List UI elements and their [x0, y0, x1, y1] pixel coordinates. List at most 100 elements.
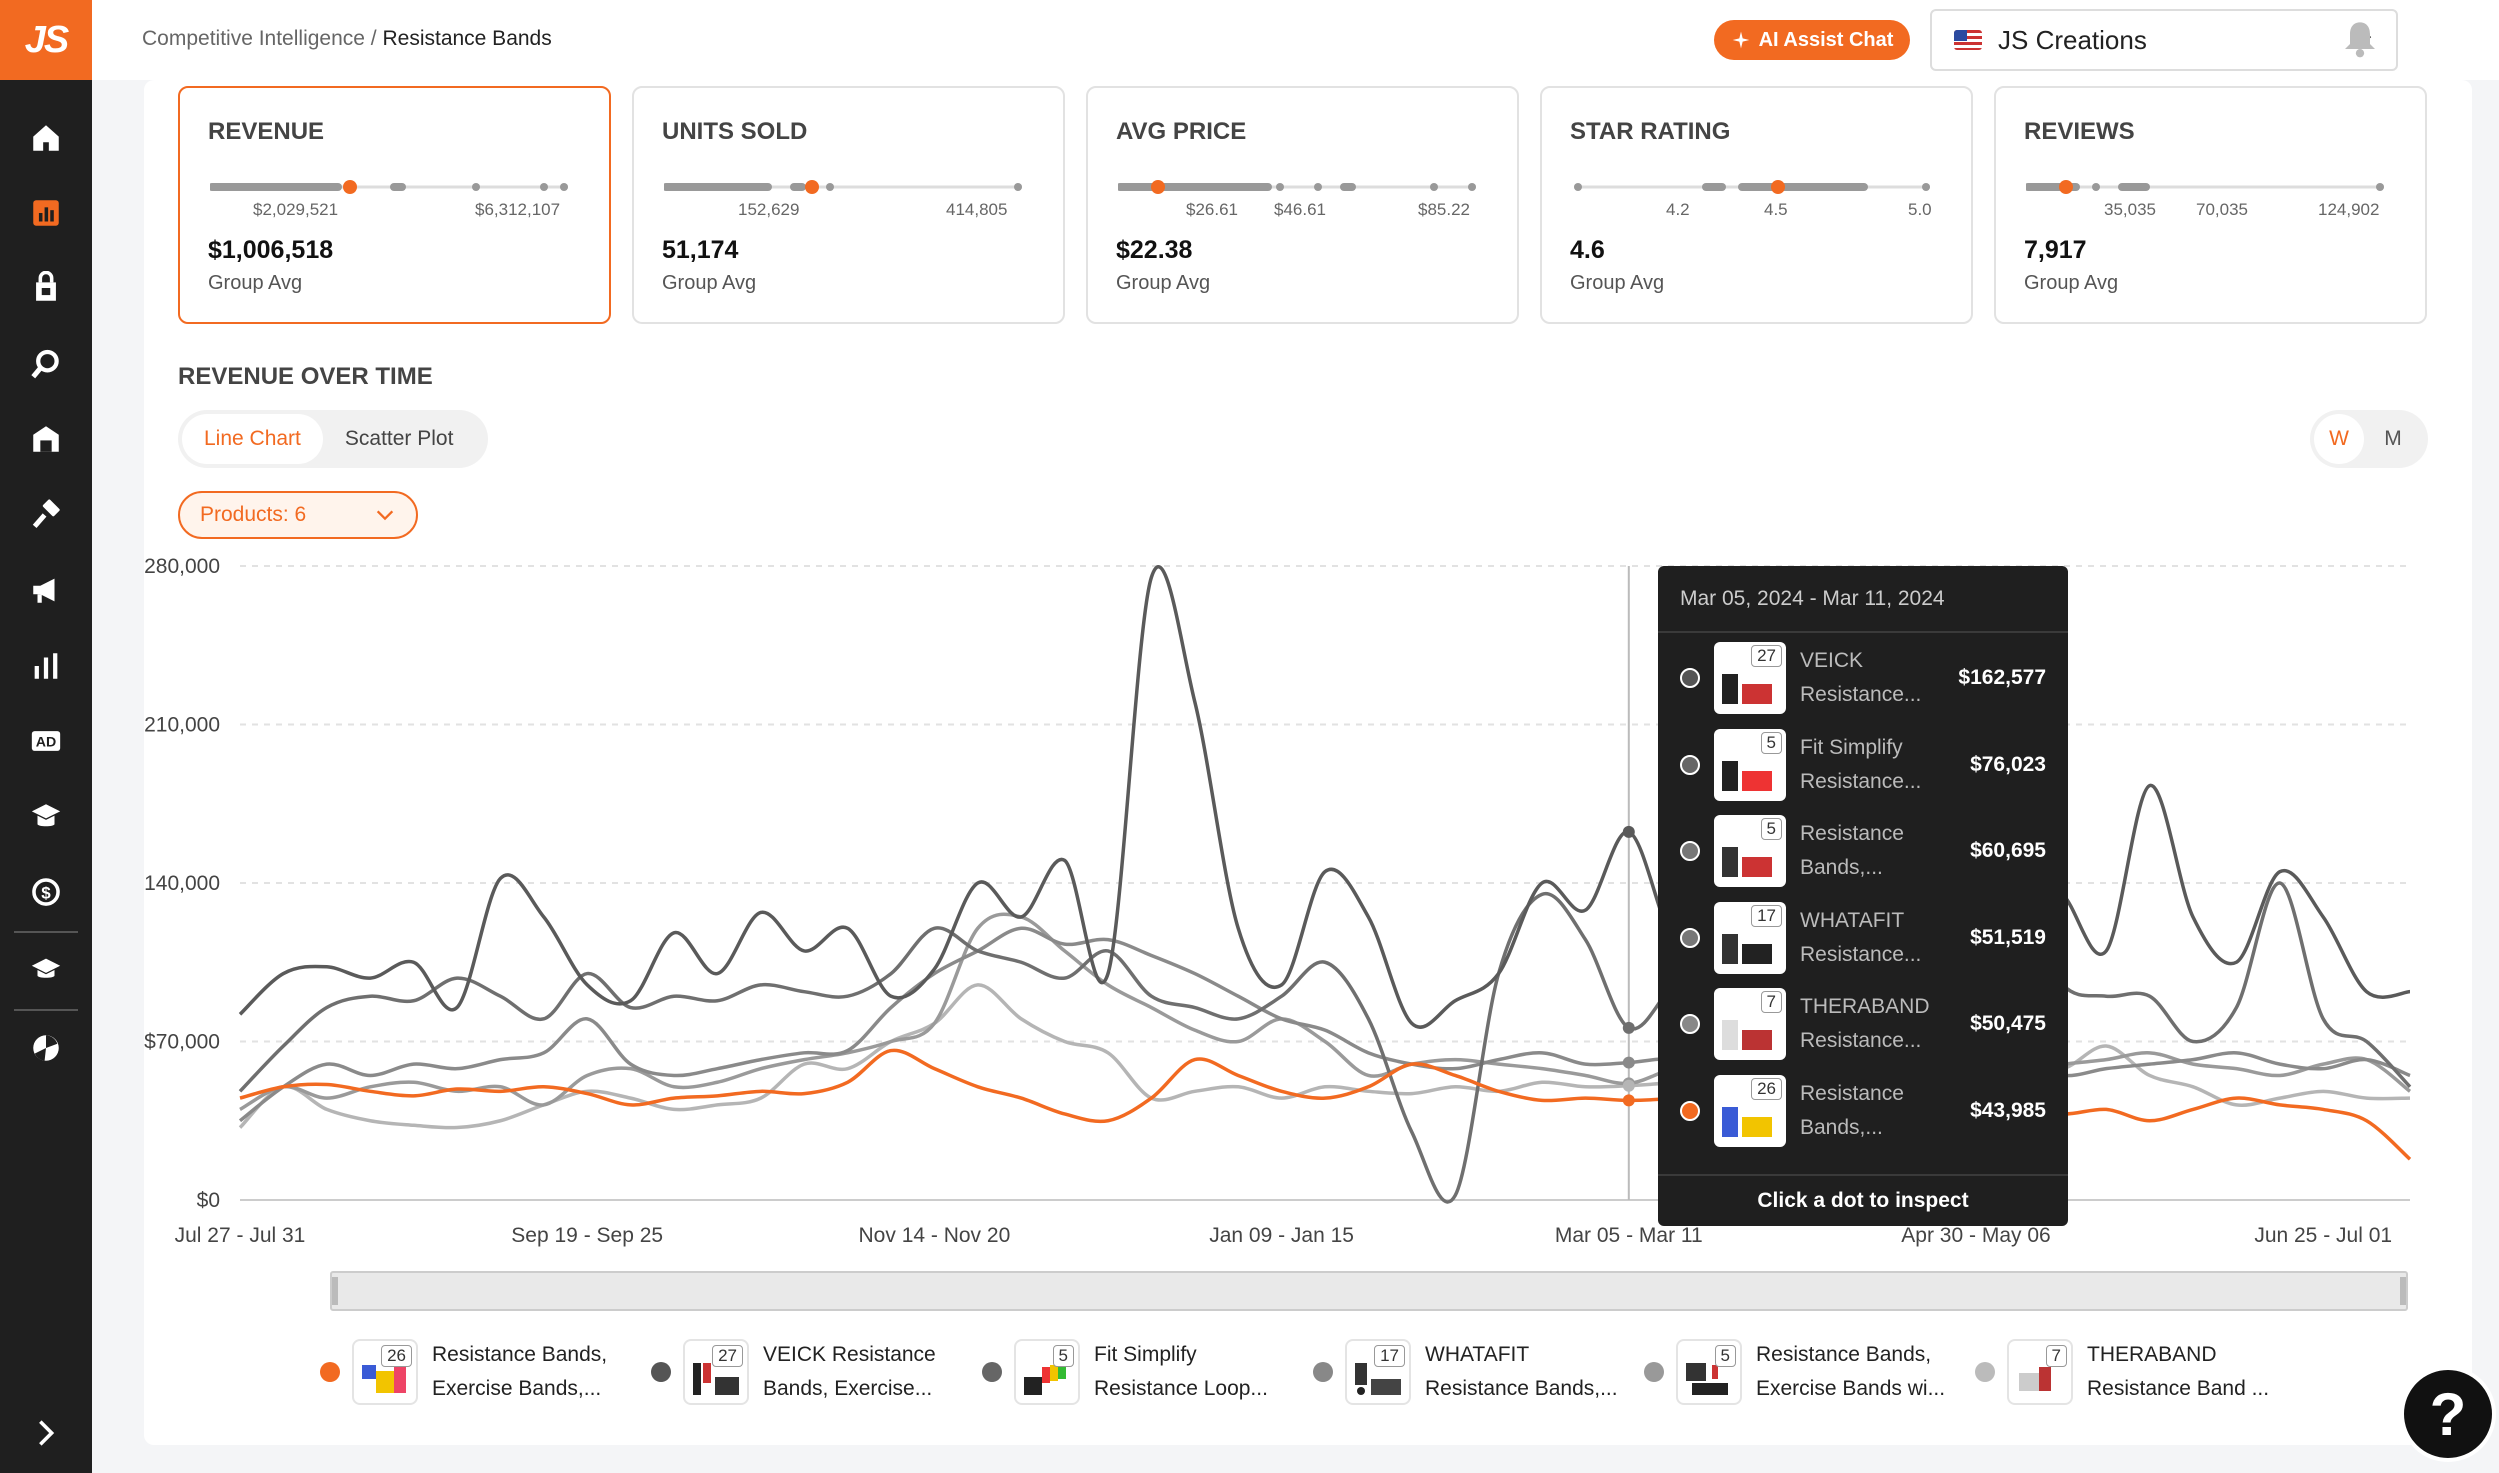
metric-subtitle: Group Avg — [208, 272, 303, 294]
money-cycle-icon[interactable]: $ — [26, 872, 66, 912]
metric-value: 7,917 — [2024, 236, 2087, 264]
sidebar: JS AD $ — [0, 0, 92, 1473]
metric-value: 51,174 — [662, 236, 739, 264]
revenue-line-chart[interactable]: $0$70,000$140,000$210,000$280,000Revenue… — [144, 540, 2472, 1330]
tooltip-name-line: Resistance — [1800, 822, 1904, 845]
metric-card-star-rating[interactable]: STAR RATING 4.2 4.5 5.0 4.6 Group Avg — [1540, 86, 1973, 324]
metric-tick-label: 70,035 — [2196, 200, 2248, 219]
js-logo[interactable]: JS — [0, 0, 92, 80]
product-thumbnail: 5 — [1714, 815, 1786, 887]
breadcrumb-parent[interactable]: Competitive Intelligence / — [142, 27, 377, 50]
legend-label: Resistance Bands, Exercise Bands,... — [432, 1338, 642, 1406]
help-button[interactable]: ? — [2400, 1366, 2496, 1462]
product-thumbnail: 17 — [1345, 1339, 1411, 1405]
legend-item[interactable]: 17 WHATAFIT Resistance Bands,... — [1313, 1332, 1635, 1412]
scrollbar-left-handle[interactable] — [332, 1277, 338, 1305]
tooltip-row[interactable]: 7 THERABAND Resistance... $50,475 — [1658, 981, 2068, 1067]
metric-subtitle: Group Avg — [2024, 272, 2119, 294]
search-icon[interactable] — [26, 344, 66, 384]
hover-point — [1622, 825, 1635, 838]
product-thumbnail: 7 — [1714, 988, 1786, 1060]
metric-tick-label: 4.5 — [1764, 200, 1788, 219]
period-toggle: W M — [2310, 410, 2428, 468]
bar-chart-icon[interactable] — [26, 646, 66, 686]
metric-tick-label: 4.2 — [1666, 200, 1690, 219]
metric-range-track — [1118, 180, 1476, 194]
ai-assist-label: AI Assist Chat — [1758, 28, 1894, 51]
tooltip-footer: Click a dot to inspect — [1658, 1174, 2068, 1226]
keyword-hammer-icon[interactable] — [26, 495, 66, 535]
legend-line: Resistance Bands, — [432, 1343, 608, 1366]
legend-line: Exercise Bands wi... — [1756, 1377, 1946, 1400]
tab-line-chart[interactable]: Line Chart — [182, 414, 323, 464]
tooltip-row[interactable]: 26 Resistance Bands,... $43,985 — [1658, 1068, 2068, 1154]
product-research-icon[interactable] — [26, 193, 66, 233]
tooltip-row-dot[interactable] — [1680, 1100, 1700, 1121]
tooltip-row[interactable]: 5 Fit Simplify Resistance... $76,023 — [1658, 722, 2068, 808]
graduation-icon[interactable] — [26, 950, 66, 990]
legend-label: WHATAFIT Resistance Bands,... — [1425, 1338, 1635, 1406]
tooltip-row-dot[interactable] — [1680, 927, 1700, 948]
variant-count-badge: 27 — [1751, 645, 1782, 667]
metric-tick-label: $26.61 — [1186, 200, 1238, 219]
legend-line: Resistance Bands,... — [1425, 1377, 1618, 1400]
metric-tick-label: 35,035 — [2104, 200, 2156, 219]
metric-value: $22.38 — [1116, 236, 1193, 264]
x-tick-label: Jun 25 - Jul 01 — [2254, 1224, 2392, 1247]
metric-card-units-sold[interactable]: UNITS SOLD 152,629 414,805 51,174 Group … — [632, 86, 1065, 324]
tooltip-name-line: VEICK — [1800, 649, 1864, 672]
store-icon[interactable] — [26, 268, 66, 308]
ai-assist-button[interactable]: AI Assist Chat — [1714, 20, 1910, 60]
legend-item[interactable]: 27 VEICK Resistance Bands, Exercise... — [651, 1332, 973, 1412]
products-filter-dropdown[interactable]: Products: 6 — [178, 491, 418, 539]
metric-card-avg-price[interactable]: AVG PRICE $26.61 $46.61 $85.22 $22.38 Gr… — [1086, 86, 1519, 324]
period-weekly[interactable]: W — [2314, 414, 2364, 464]
metric-range-track — [1574, 180, 1930, 194]
legend-item[interactable]: 7 THERABAND Resistance Band ... — [1975, 1332, 2297, 1412]
metric-range-track — [210, 180, 568, 194]
tooltip-product-name: Resistance Bands,... — [1800, 817, 1950, 885]
product-thumbnail: 5 — [1014, 1339, 1080, 1405]
scrollbar-right-handle[interactable] — [2400, 1277, 2406, 1305]
metric-tick-label: 152,629 — [738, 200, 800, 219]
metric-range-track — [664, 180, 1022, 194]
bell-icon[interactable] — [2340, 18, 2380, 65]
tooltip-name-line: Resistance... — [1800, 1029, 1922, 1052]
resistance-bands-image — [1355, 1363, 1401, 1395]
period-monthly[interactable]: M — [2384, 427, 2402, 450]
hover-point — [1622, 1094, 1635, 1107]
academy-hat-icon[interactable] — [26, 797, 66, 837]
legend-item[interactable]: 26 Resistance Bands, Exercise Bands,... — [320, 1332, 642, 1412]
tooltip-name-line: Resistance... — [1800, 683, 1922, 706]
metric-range-track — [2026, 180, 2384, 194]
tooltip-row-dot[interactable] — [1680, 754, 1700, 775]
account-name: JS Creations — [1998, 24, 2147, 55]
expand-chevron-icon[interactable] — [26, 1413, 66, 1453]
tab-scatter-plot[interactable]: Scatter Plot — [344, 427, 454, 450]
tooltip-name-line: Resistance... — [1800, 769, 1922, 793]
megaphone-icon[interactable] — [26, 570, 66, 610]
pie-chart-icon[interactable] — [26, 1028, 66, 1068]
tooltip-row[interactable]: 17 WHATAFIT Resistance... $51,519 — [1658, 895, 2068, 981]
metric-card-revenue[interactable]: REVENUE $2,029,521 $6,312,107 $1,006,518… — [178, 86, 611, 324]
legend-label: THERABAND Resistance Band ... — [2087, 1338, 2297, 1406]
legend-item[interactable]: 5 Fit Simplify Resistance Loop... — [982, 1332, 1304, 1412]
metric-card-reviews[interactable]: REVIEWS 35,035 70,035 124,902 7,917 Grou… — [1994, 86, 2427, 324]
tooltip-row[interactable]: 5 Resistance Bands,... $60,695 — [1658, 808, 2068, 894]
ad-icon[interactable]: AD — [26, 721, 66, 761]
metric-tick-label: $46.61 — [1274, 200, 1326, 219]
tooltip-row[interactable]: 27 VEICK Resistance... $162,577 — [1658, 635, 2068, 721]
metric-tick-label: 124,902 — [2318, 200, 2380, 219]
tooltip-row-dot[interactable] — [1680, 841, 1700, 861]
resistance-bands-image — [693, 1363, 739, 1395]
tooltip-product-name: THERABAND Resistance... — [1800, 990, 1950, 1058]
tooltip-name-line: Resistance... — [1800, 942, 1922, 966]
home-icon[interactable] — [26, 118, 66, 158]
legend-item[interactable]: 5 Resistance Bands, Exercise Bands wi... — [1644, 1332, 1966, 1412]
chart-range-scrollbar[interactable] — [330, 1271, 2408, 1311]
tooltip-row-dot[interactable] — [1680, 668, 1700, 688]
warehouse-icon[interactable] — [26, 419, 66, 459]
tooltip-row-dot[interactable] — [1680, 1014, 1700, 1034]
product-thumbnail: 26 — [1714, 1074, 1786, 1147]
account-selector[interactable]: JS Creations — [1930, 9, 2398, 71]
